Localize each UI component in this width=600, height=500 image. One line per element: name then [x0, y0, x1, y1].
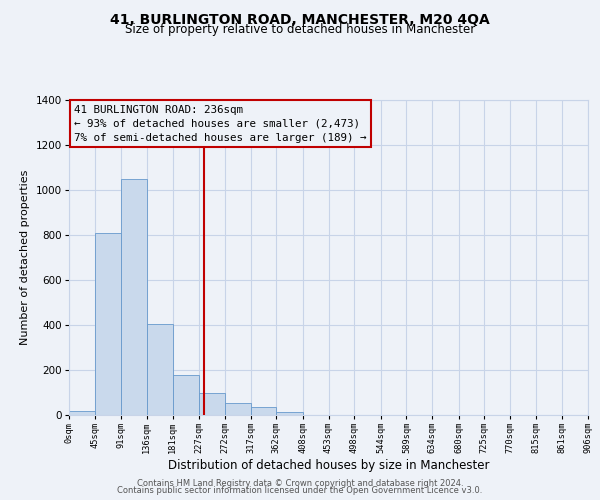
Bar — [277, 412, 303, 415]
Text: 41, BURLINGTON ROAD, MANCHESTER, M20 4QA: 41, BURLINGTON ROAD, MANCHESTER, M20 4QA — [110, 12, 490, 26]
Y-axis label: Number of detached properties: Number of detached properties — [20, 170, 30, 345]
Bar — [95, 233, 121, 415]
Bar — [225, 402, 251, 415]
Text: Contains public sector information licensed under the Open Government Licence v3: Contains public sector information licen… — [118, 486, 482, 495]
Text: 41 BURLINGTON ROAD: 236sqm
← 93% of detached houses are smaller (2,473)
7% of se: 41 BURLINGTON ROAD: 236sqm ← 93% of deta… — [74, 104, 367, 142]
Text: Size of property relative to detached houses in Manchester: Size of property relative to detached ho… — [125, 22, 475, 36]
Bar — [173, 374, 199, 415]
Bar — [147, 324, 173, 415]
X-axis label: Distribution of detached houses by size in Manchester: Distribution of detached houses by size … — [168, 459, 489, 472]
Bar — [199, 392, 225, 415]
Bar — [121, 179, 147, 415]
Bar — [69, 410, 95, 415]
Bar — [251, 407, 277, 415]
Text: Contains HM Land Registry data © Crown copyright and database right 2024.: Contains HM Land Registry data © Crown c… — [137, 478, 463, 488]
